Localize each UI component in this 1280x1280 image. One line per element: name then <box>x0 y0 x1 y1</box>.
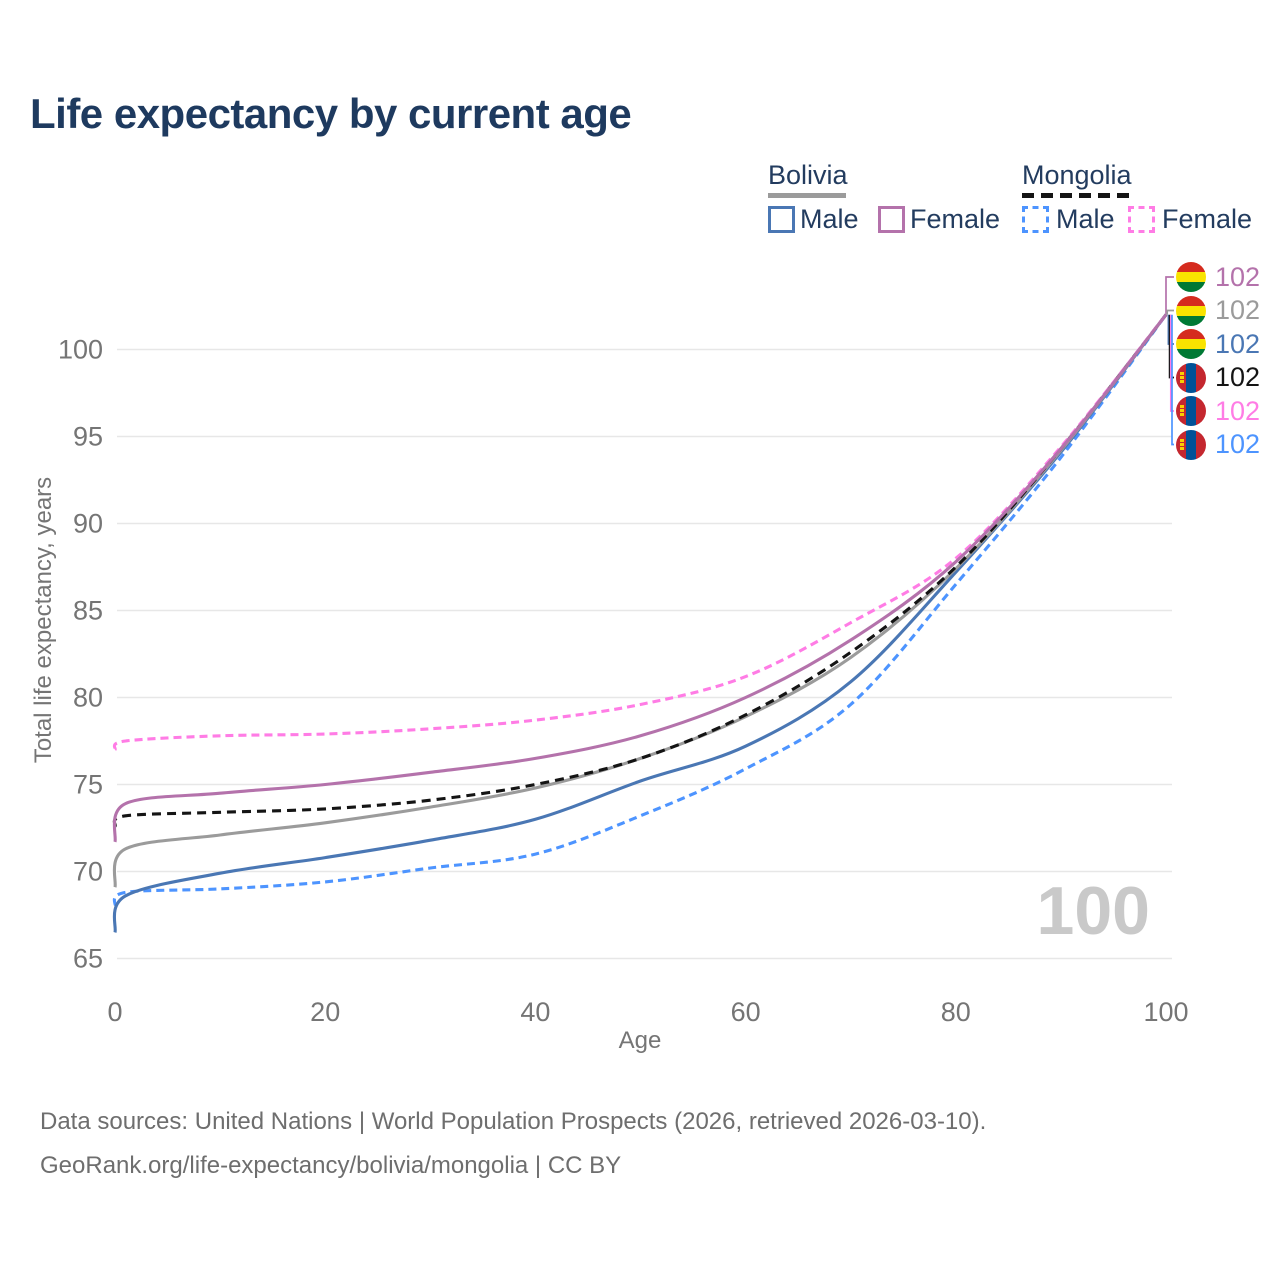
end-value-mongolia-both: 102 <box>1215 362 1261 392</box>
legend-swatch-bolivia-male[interactable] <box>768 206 795 233</box>
data-sources-text: Data sources: United Nations | World Pop… <box>40 1108 987 1135</box>
end-label-row-mongolia-female: 102 <box>1176 396 1260 426</box>
y-tick-label-95: 95 <box>73 422 103 452</box>
series-end-labels: 102 102 102 102 102 102 <box>1176 262 1260 463</box>
attribution-link-text[interactable]: GeoRank.org/life-expectancy/bolivia/mong… <box>40 1152 622 1179</box>
hovered-age-watermark: 100 <box>1036 873 1150 949</box>
mongolia-flag-icon <box>1176 362 1206 393</box>
legend-swatch-mongolia-male[interactable] <box>1022 206 1049 233</box>
y-tick-label-65: 65 <box>73 944 103 974</box>
series-line-bolivia-both <box>112 313 1168 888</box>
y-tick-label-85: 85 <box>73 596 103 626</box>
end-label-connector-mongolia-male <box>1171 314 1174 446</box>
bolivia-flag-icon <box>1176 295 1206 326</box>
legend-swatch-mongolia-female[interactable] <box>1128 206 1155 233</box>
end-label-connector-bolivia-female <box>1165 276 1174 315</box>
y-tick-label-100: 100 <box>58 335 103 365</box>
y-tick-label-80: 80 <box>73 683 103 713</box>
legend-country-mongolia[interactable]: Mongolia <box>1022 160 1132 190</box>
x-tick-label-100: 100 <box>1143 997 1188 1027</box>
mongolia-dashed-line-sample <box>1022 193 1130 198</box>
series-line-mongolia-both <box>112 313 1168 828</box>
legend-label-bolivia-male[interactable]: Male <box>800 204 859 234</box>
end-value-bolivia-male: 102 <box>1215 328 1261 359</box>
end-value-mongolia-female: 102 <box>1215 395 1261 426</box>
x-tick-label-60: 60 <box>731 997 761 1027</box>
end-value-mongolia-male: 102 <box>1215 429 1261 459</box>
end-label-connector-bolivia-both-sexes <box>1166 309 1174 315</box>
y-tick-label-75: 75 <box>73 770 103 800</box>
series-line-mongolia-female <box>112 313 1168 751</box>
bolivia-flag-icon <box>1176 329 1206 359</box>
y-tick-label-70: 70 <box>73 857 103 887</box>
y-tick-label-90: 90 <box>73 509 103 539</box>
mongolia-flag-icon <box>1176 396 1206 426</box>
legend-label-mongolia-male[interactable]: Male <box>1056 204 1115 234</box>
series-line-bolivia-male <box>112 313 1168 933</box>
end-value-bolivia-both: 102 <box>1215 295 1261 325</box>
bolivia-flag-icon <box>1176 262 1206 292</box>
legend-country-bolivia[interactable]: Bolivia <box>768 160 848 190</box>
end-label-row-mongolia-male: 102 <box>1176 429 1261 460</box>
mongolia-flag-icon <box>1176 429 1206 460</box>
series-line-bolivia-female <box>112 313 1168 843</box>
x-tick-label-20: 20 <box>310 997 340 1027</box>
bolivia-solid-line-sample <box>768 193 846 198</box>
legend-label-mongolia-female[interactable]: Female <box>1162 204 1253 234</box>
x-axis-title: Age <box>618 1027 662 1054</box>
end-label-row-bolivia-female: 102 <box>1176 262 1260 292</box>
end-label-row-mongolia-both: 102 <box>1176 362 1261 393</box>
x-tick-label-0: 0 <box>107 997 122 1027</box>
end-label-row-bolivia-both: 102 <box>1176 295 1261 326</box>
page-title: Life expectancy by current age <box>30 90 632 137</box>
end-label-row-bolivia-male: 102 <box>1176 329 1260 359</box>
legend-label-bolivia-female[interactable]: Female <box>910 204 1001 234</box>
end-value-bolivia-female: 102 <box>1215 261 1261 292</box>
x-tick-label-80: 80 <box>941 997 971 1027</box>
x-tick-label-40: 40 <box>520 997 550 1027</box>
legend-swatch-bolivia-female[interactable] <box>878 206 905 233</box>
y-axis-title: Total life expectancy, years <box>30 476 57 764</box>
end-label-connector-mongolia-female <box>1169 314 1174 412</box>
